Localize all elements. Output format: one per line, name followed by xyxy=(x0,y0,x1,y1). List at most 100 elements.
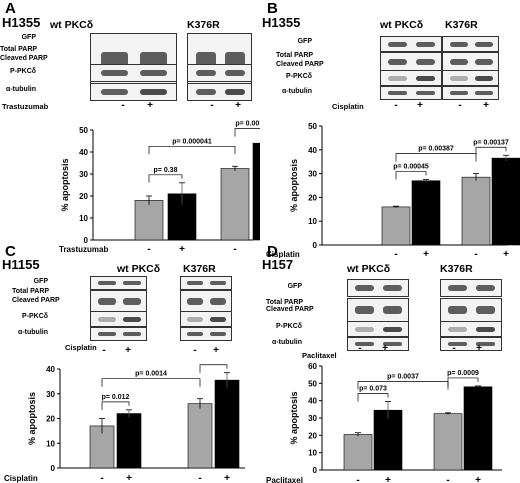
western-blot-strip xyxy=(440,337,502,351)
y-tick-label: 30 xyxy=(79,170,88,179)
panel-letter: D xyxy=(267,243,278,260)
treatment-sign: + xyxy=(213,345,219,356)
blot-row-label: P-PKCδ xyxy=(285,73,312,80)
x-category-sign: - xyxy=(474,249,477,258)
protein-band xyxy=(416,76,435,81)
treatment-sign: + xyxy=(125,345,131,356)
cell-line-label: H1355 xyxy=(262,15,301,30)
protein-band xyxy=(416,91,435,95)
protein-band xyxy=(388,91,407,95)
x-category-sign: - xyxy=(100,473,103,483)
p-value-label: p= 0.073 xyxy=(359,386,387,393)
apoptosis-bar-chart: 0 10 20 30 40 50 % apoptosis p= 0.38 p= 0.0011 p=… xyxy=(59,121,260,253)
protein-band xyxy=(210,298,226,305)
protein-band xyxy=(98,317,116,322)
y-tick-label: 20 xyxy=(79,192,88,201)
bar xyxy=(220,168,250,241)
panel-a: A H1355 wt PKCδ K376R GFP Total PARP Cleaved P… xyxy=(0,0,260,253)
blot-row-label: P-PKCδ xyxy=(9,68,36,75)
protein-band xyxy=(140,70,167,76)
western-blot-strip xyxy=(380,70,442,86)
protein-band xyxy=(475,42,493,47)
western-blot-strip xyxy=(347,337,409,351)
y-tick-label: 50 xyxy=(308,379,317,388)
y-axis-label: % apoptosis xyxy=(289,391,299,444)
western-blot-strip xyxy=(380,86,442,100)
western-blot-strip xyxy=(347,298,409,322)
bar xyxy=(433,413,463,471)
significance-bracket xyxy=(395,171,427,180)
cell-line-label: H157 xyxy=(262,257,294,272)
protein-band xyxy=(476,327,495,332)
apoptosis-bar-chart: 0 10 20 30 40 % apoptosis p= 0.012 p= 0.0048 p= … xyxy=(4,363,245,483)
protein-band xyxy=(448,285,467,291)
y-tick-label: 40 xyxy=(308,146,317,155)
p-value-label: p= 0.00387 xyxy=(418,146,454,153)
western-blot-strip xyxy=(442,86,499,100)
y-tick-label: 0 xyxy=(84,236,89,245)
x-category-sign: + xyxy=(126,473,132,483)
blot-row-label: GFP xyxy=(33,278,48,285)
protein-band xyxy=(450,76,468,81)
protein-band xyxy=(383,285,402,291)
panel-b: B H1355 wt PKCδ K376R GFP Total PARP Cleaved P… xyxy=(262,0,520,258)
western-blot-strip xyxy=(90,327,147,341)
treatment-sign: + xyxy=(235,100,241,111)
p-value-label: p= 0.012 xyxy=(102,394,130,401)
x-category-sign: - xyxy=(147,244,150,253)
significance-bracket xyxy=(475,146,507,156)
treatment-sign: + xyxy=(382,343,388,354)
x-category-sign: - xyxy=(198,473,201,483)
bar xyxy=(116,413,142,469)
protein-band xyxy=(476,306,495,314)
bar xyxy=(463,386,493,471)
protein-band xyxy=(187,281,203,285)
y-tick-label: 10 xyxy=(79,214,88,223)
significance-bracket xyxy=(447,377,479,386)
protein-band xyxy=(101,89,128,95)
y-tick-label: 30 xyxy=(46,390,55,399)
western-blot-strip xyxy=(440,298,502,322)
x-axis-treatment-label: Cisplatin xyxy=(4,474,38,483)
significance-bracket xyxy=(395,153,477,162)
protein-band xyxy=(383,327,402,332)
significance-bracket xyxy=(199,364,228,373)
blot-row-label: Cleaved PARP xyxy=(0,55,48,62)
western-blot-strip xyxy=(90,290,147,312)
protein-band xyxy=(448,342,467,346)
group-label-k376r: K376R xyxy=(440,263,473,275)
protein-band xyxy=(98,332,116,336)
blot-row-label: Cleaved PARP xyxy=(276,61,324,68)
western-blot-strip xyxy=(180,311,232,327)
p-value-label: p= 0.0037 xyxy=(387,374,419,381)
protein-band xyxy=(187,298,203,305)
significance-bracket xyxy=(148,174,183,183)
x-axis-treatment-label: Paclitaxel xyxy=(266,476,303,483)
treatment-label: Trastuzumab xyxy=(2,102,49,111)
western-blot-strip xyxy=(180,327,232,341)
x-category-sign: - xyxy=(233,244,236,253)
bar xyxy=(461,176,491,246)
western-blot-strip xyxy=(442,52,499,72)
blot-row-label: Cleaved PARP xyxy=(12,297,60,304)
protein-band xyxy=(476,285,495,291)
bar xyxy=(343,434,373,471)
treatment-sign: - xyxy=(452,343,456,354)
western-blot-strip xyxy=(90,311,147,327)
protein-band xyxy=(210,281,226,285)
treatment-label: Cisplatin xyxy=(332,102,364,111)
blot-row-label: Total PARP xyxy=(276,52,314,59)
y-tick-label: 10 xyxy=(46,439,55,448)
y-tick-label: 60 xyxy=(308,363,317,371)
y-tick-label: 20 xyxy=(46,415,55,424)
group-label-k376r: K376R xyxy=(187,19,220,31)
bar xyxy=(214,379,240,469)
treatment-sign: - xyxy=(193,345,197,356)
treatment-label: Paclitaxel xyxy=(302,351,337,360)
x-category-sign: - xyxy=(446,475,449,483)
bar xyxy=(373,409,403,471)
protein-band xyxy=(98,298,116,305)
group-label-wt: wt PKCδ xyxy=(380,19,424,31)
protein-band xyxy=(450,42,468,47)
group-label-wt: wt PKCδ xyxy=(50,19,94,31)
